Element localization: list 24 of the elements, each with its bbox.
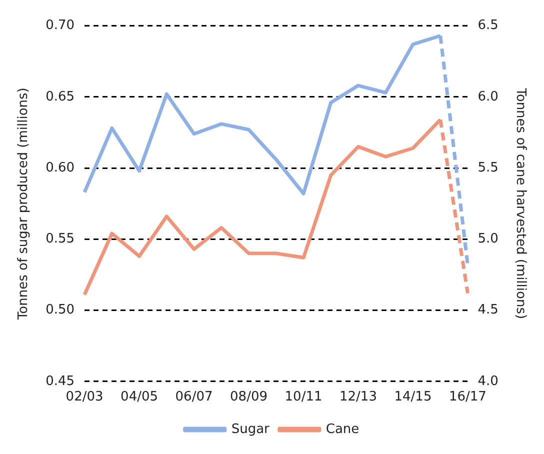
x-tick-label: 12/13 bbox=[340, 390, 377, 405]
y2-axis-title: Tonnes of cane harvested (millions) bbox=[512, 87, 528, 320]
x-tick-label: 14/15 bbox=[394, 390, 432, 405]
y2-tick-label: 5.5 bbox=[478, 160, 498, 176]
y2-tick-label: 4.5 bbox=[478, 302, 498, 318]
x-tick-label: 06/07 bbox=[175, 390, 213, 405]
x-tick-label: 04/05 bbox=[120, 390, 158, 405]
y-tick-label: 0.60 bbox=[46, 160, 75, 176]
y-tick-label: 0.45 bbox=[46, 374, 75, 389]
legend-label: Sugar bbox=[231, 422, 270, 437]
x-tick-label: 10/11 bbox=[284, 390, 322, 405]
y-tick-label: 0.50 bbox=[46, 302, 75, 318]
y2-tick-label: 6.0 bbox=[478, 89, 498, 104]
y-tick-label: 0.55 bbox=[46, 232, 75, 247]
y-tick-label: 0.70 bbox=[46, 18, 75, 34]
y2-tick-label: 5.0 bbox=[478, 232, 498, 247]
y-tick-label: 0.65 bbox=[46, 89, 75, 104]
y2-tick-label: 4.0 bbox=[478, 374, 498, 389]
y2-tick-label: 6.5 bbox=[478, 18, 498, 34]
legend-label: Cane bbox=[326, 422, 360, 437]
x-tick-label: 08/09 bbox=[230, 390, 268, 405]
x-tick-label: 16/17 bbox=[448, 390, 486, 405]
y-axis-title: Tonnes of sugar produced (millions) bbox=[16, 88, 32, 321]
x-tick-label: 02/03 bbox=[66, 390, 104, 405]
